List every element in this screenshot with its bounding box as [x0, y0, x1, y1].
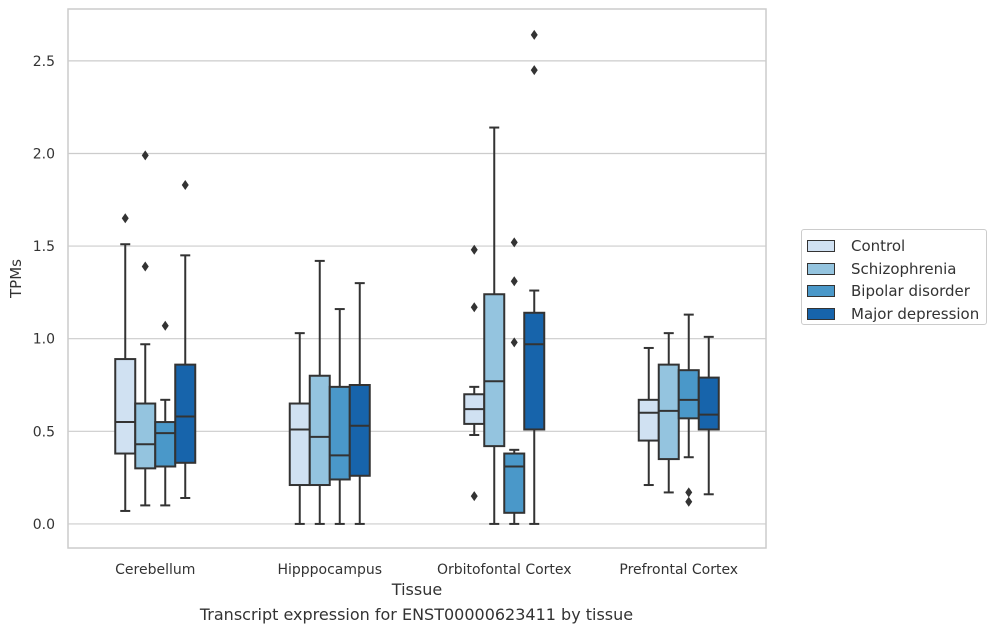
iqr-box	[328, 385, 351, 481]
legend-item-schizophrenia: Schizophrenia	[807, 258, 986, 281]
box-2-0	[154, 398, 177, 507]
outlier-points	[121, 29, 693, 507]
box-0-1	[288, 332, 311, 525]
y-tick-label: 2.5	[33, 54, 55, 70]
outlier-marker	[181, 179, 189, 190]
y-tick-label: 1.0	[33, 332, 55, 348]
legend-swatch-control	[807, 240, 835, 253]
y-tick-label: 1.5	[33, 239, 55, 255]
box-2-3	[677, 313, 700, 459]
x-tick-labels: Cerebellum Hipppocampus Orbitofontal Corte…	[115, 562, 738, 578]
outlier-marker	[510, 276, 518, 287]
iqr-box	[677, 369, 700, 420]
iqr-box	[697, 376, 720, 431]
box-1-1	[308, 259, 331, 525]
y-tick-label: 0.0	[33, 517, 55, 533]
legend-item-major-depression: Major depression	[807, 303, 986, 326]
outlier-marker	[530, 29, 538, 40]
iqr-box	[348, 384, 371, 477]
x-tick-label: Cerebellum	[115, 562, 195, 578]
box-series	[114, 126, 720, 525]
box-0-3	[637, 346, 660, 487]
iqr-box	[174, 363, 197, 464]
iqr-box	[154, 421, 177, 468]
y-axis-label: TPMs	[7, 259, 25, 299]
legend-item-bipolar-disorder: Bipolar disorder	[807, 280, 986, 303]
box-3-3	[697, 335, 720, 496]
plot-frame	[67, 8, 767, 549]
iqr-box	[134, 402, 157, 470]
iqr-box	[637, 398, 660, 442]
box-3-1	[348, 282, 371, 525]
outlier-marker	[685, 496, 693, 507]
box-0-0	[114, 243, 137, 512]
legend-label-bipolar-disorder: Bipolar disorder	[851, 282, 970, 301]
outlier-marker	[470, 491, 478, 502]
legend-label-control: Control	[851, 237, 906, 256]
box-1-0	[134, 343, 157, 507]
box-0-2	[463, 385, 486, 437]
outlier-marker	[685, 487, 693, 498]
box-3-0	[174, 254, 197, 499]
outlier-marker	[141, 150, 149, 161]
legend-swatch-major-depression	[807, 307, 835, 320]
x-tick-label: Hipppocampus	[277, 562, 382, 578]
legend: Control Schizophrenia Bipolar disorder M…	[801, 229, 987, 325]
chart-caption: Transcript expression for ENST0000062341…	[199, 605, 634, 624]
outlier-marker	[470, 244, 478, 255]
box-2-1	[328, 308, 351, 525]
iqr-box	[308, 374, 331, 487]
outlier-marker	[530, 65, 538, 76]
legend-swatch-bipolar-disorder	[807, 285, 835, 298]
y-tick-labels: 0.0 0.5 1.0 1.5 2.0 2.5	[33, 54, 55, 533]
outlier-marker	[470, 302, 478, 313]
box-3-2	[523, 289, 546, 525]
y-tick-label: 2.0	[33, 146, 55, 162]
outlier-marker	[510, 237, 518, 248]
x-tick-label: Orbitofontal Cortex	[437, 562, 572, 578]
iqr-box	[288, 402, 311, 487]
x-axis-label: Tissue	[391, 580, 442, 599]
outlier-marker	[510, 337, 518, 348]
iqr-box	[503, 452, 526, 514]
legend-swatch-schizophrenia	[807, 262, 835, 275]
legend-item-control: Control	[807, 235, 986, 258]
outlier-marker	[141, 261, 149, 272]
outlier-marker	[121, 213, 129, 224]
legend-label-major-depression: Major depression	[851, 304, 980, 323]
iqr-box	[483, 293, 506, 448]
y-tick-label: 0.5	[33, 424, 55, 440]
box-1-2	[483, 126, 506, 525]
box-2-2	[503, 448, 526, 525]
iqr-box	[523, 311, 546, 431]
x-tick-label: Prefrontal Cortex	[619, 562, 738, 578]
legend-label-schizophrenia: Schizophrenia	[851, 259, 957, 278]
iqr-box	[114, 358, 137, 455]
outlier-marker	[161, 320, 169, 331]
box-1-3	[657, 332, 680, 494]
